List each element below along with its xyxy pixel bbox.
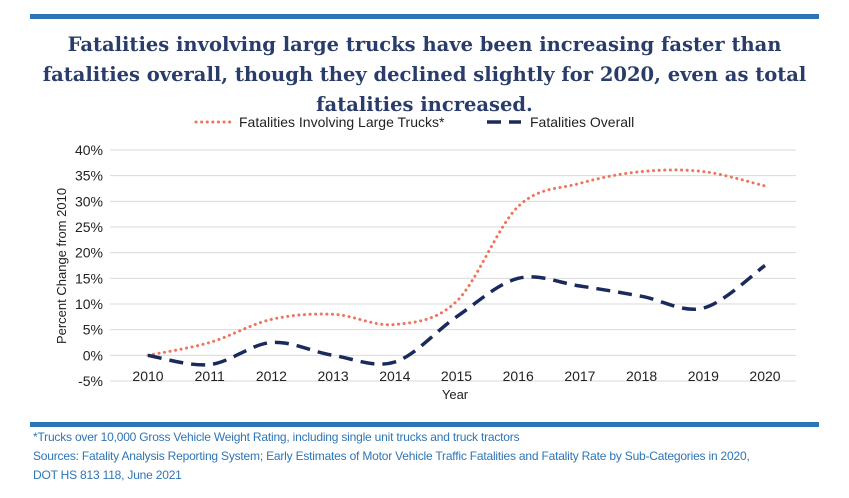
x-tick-label: 2011 <box>195 368 225 384</box>
x-tick-label: 2018 <box>626 368 657 384</box>
footnote: *Trucks over 10,000 Gross Vehicle Weight… <box>33 430 520 444</box>
legend-label: Fatalities Involving Large Trucks* <box>239 114 445 130</box>
y-axis-label: Percent Change from 2010 <box>54 188 69 344</box>
sources-line-1: Sources: Fatality Analysis Reporting Sys… <box>33 449 750 463</box>
top-rule <box>30 14 819 19</box>
bottom-rule <box>30 422 819 427</box>
y-tick-label: 25% <box>75 219 103 235</box>
chart-title: Fatalities involving large trucks have b… <box>42 33 807 116</box>
y-tick-label: 40% <box>75 142 103 158</box>
series-line-overall <box>147 264 767 367</box>
x-tick-label: 2014 <box>379 368 410 384</box>
x-tick-label: 2010 <box>132 368 163 384</box>
y-tick-label: 10% <box>75 296 103 312</box>
y-tick-label: 30% <box>75 193 103 209</box>
y-tick-label: -5% <box>78 373 103 389</box>
y-tick-label: 35% <box>75 168 103 184</box>
x-tick-label: 2016 <box>503 368 534 384</box>
x-tick-label: 2019 <box>688 368 719 384</box>
y-tick-label: 5% <box>83 322 103 338</box>
x-tick-label: 2012 <box>256 368 287 384</box>
x-tick-label: 2020 <box>749 368 780 384</box>
y-tick-label: 15% <box>75 270 103 286</box>
sources-line-2: DOT HS 813 118, June 2021 <box>33 468 182 482</box>
x-tick-label: 2017 <box>564 368 595 384</box>
line-chart: -5% 0% 5% 10% 15% 20% 25% 30% 35% 40% 2010 2011 2012… <box>54 114 796 402</box>
series-line-trucks <box>146 168 767 357</box>
y-tick-label: 20% <box>75 245 103 261</box>
x-tick-label: 2015 <box>441 368 472 384</box>
x-tick-label: 2013 <box>318 368 349 384</box>
x-axis-label: Year <box>442 387 469 402</box>
legend-label: Fatalities Overall <box>530 114 634 130</box>
y-tick-label: 0% <box>83 347 103 363</box>
